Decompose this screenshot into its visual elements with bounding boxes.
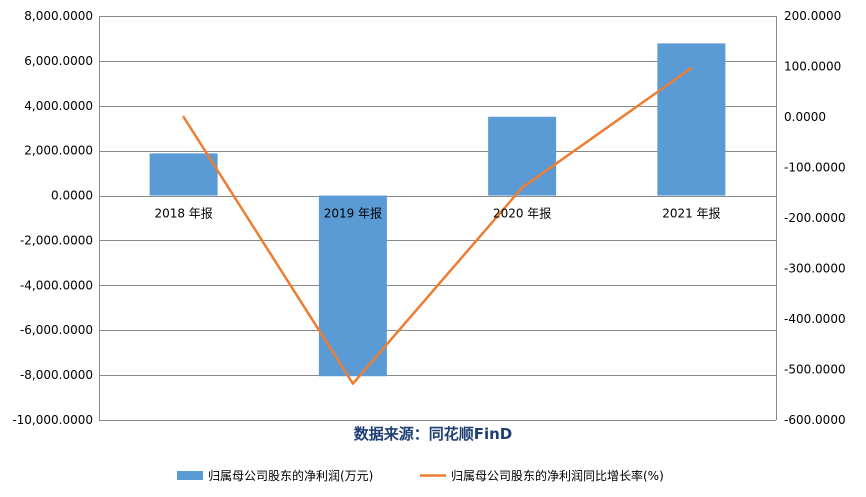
right-axis: 200.0000 100.0000 0.0000 -100.0000 -200.0000… — [784, 9, 846, 427]
growth-line — [182, 66, 693, 385]
legend-line-label: 归属母公司股东的净利润同比增长率(%) — [451, 468, 664, 483]
left-axis: 8,000.0000 6,000.0000 4,000.0000 2,000.0000… — [12, 9, 93, 427]
category-label: 2019 年报 — [324, 206, 382, 221]
legend: 归属母公司股东的净利润(万元) 归属母公司股东的净利润同比增长率(%) — [177, 468, 664, 483]
line-point-2 — [520, 186, 524, 189]
left-tick-label: -4,000.0000 — [20, 278, 93, 292]
right-tick-label: 100.0000 — [784, 60, 841, 74]
line-series — [182, 66, 693, 385]
right-tick-label: -200.0000 — [784, 211, 846, 225]
legend-bar-swatch — [177, 471, 203, 480]
bar-0 — [149, 153, 218, 196]
bar-3 — [657, 43, 726, 196]
line-point-3 — [690, 66, 693, 70]
left-tick-label: -10,000.0000 — [12, 413, 93, 427]
right-tick-label: 0.0000 — [784, 110, 826, 124]
left-tick-label: 6,000.0000 — [24, 54, 93, 68]
right-tick-label: -100.0000 — [784, 161, 846, 175]
left-tick-label: 0.0000 — [51, 189, 93, 203]
category-label: 2018 年报 — [154, 206, 212, 221]
line-point-0 — [182, 115, 185, 119]
left-tick-label: 2,000.0000 — [24, 144, 93, 158]
legend-bar-label: 归属母公司股东的净利润(万元) — [208, 468, 373, 483]
left-tick-label: 8,000.0000 — [24, 9, 93, 23]
bar-2 — [488, 116, 557, 196]
right-tick-label: -600.0000 — [784, 413, 846, 427]
left-tick-label: -6,000.0000 — [20, 323, 93, 337]
category-axis: 2018 年报 2019 年报 2020 年报 2021 年报 — [154, 206, 720, 221]
right-tick-label: -500.0000 — [784, 363, 846, 377]
right-tick-label: 200.0000 — [784, 9, 841, 23]
grid-lines — [99, 16, 777, 421]
bar-series — [149, 43, 726, 377]
source-label: 数据来源：同花顺FinD — [354, 425, 513, 443]
bar-1 — [318, 195, 387, 377]
right-tick-label: -300.0000 — [784, 262, 846, 276]
left-tick-label: -2,000.0000 — [20, 233, 93, 247]
right-tick-label: -400.0000 — [784, 312, 846, 326]
category-label: 2020 年报 — [493, 206, 551, 221]
line-point-1 — [351, 382, 355, 385]
category-label: 2021 年报 — [662, 206, 720, 221]
left-tick-label: 4,000.0000 — [24, 99, 93, 113]
left-tick-label: -8,000.0000 — [20, 368, 93, 382]
